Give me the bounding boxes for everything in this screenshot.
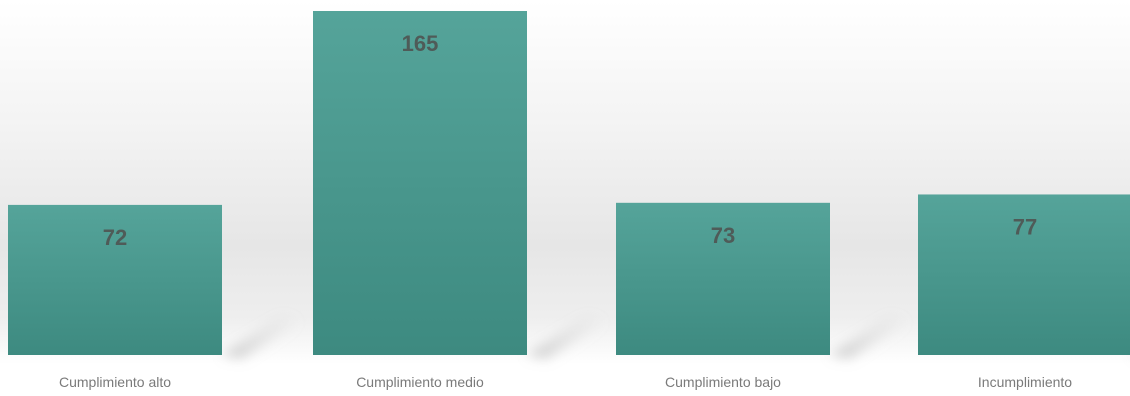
bar-shadow <box>222 317 302 359</box>
category-label-2: Cumplimiento medio <box>356 374 484 390</box>
bar-shadow <box>830 317 910 359</box>
category-label-3: Cumplimiento bajo <box>665 374 781 390</box>
bar-2 <box>313 11 527 355</box>
value-label-4: 77 <box>1013 214 1037 239</box>
category-label-4: Incumplimiento <box>978 374 1072 390</box>
value-label-3: 73 <box>711 223 735 248</box>
category-label-1: Cumplimiento alto <box>59 374 171 390</box>
value-label-2: 165 <box>402 31 439 56</box>
bars <box>8 11 1130 355</box>
value-labels: 72 165 73 77 <box>103 31 1037 250</box>
value-label-1: 72 <box>103 225 127 250</box>
category-labels: Cumplimiento alto Cumplimiento medio Cumpl… <box>59 374 1072 390</box>
bar-shadow <box>527 317 607 359</box>
